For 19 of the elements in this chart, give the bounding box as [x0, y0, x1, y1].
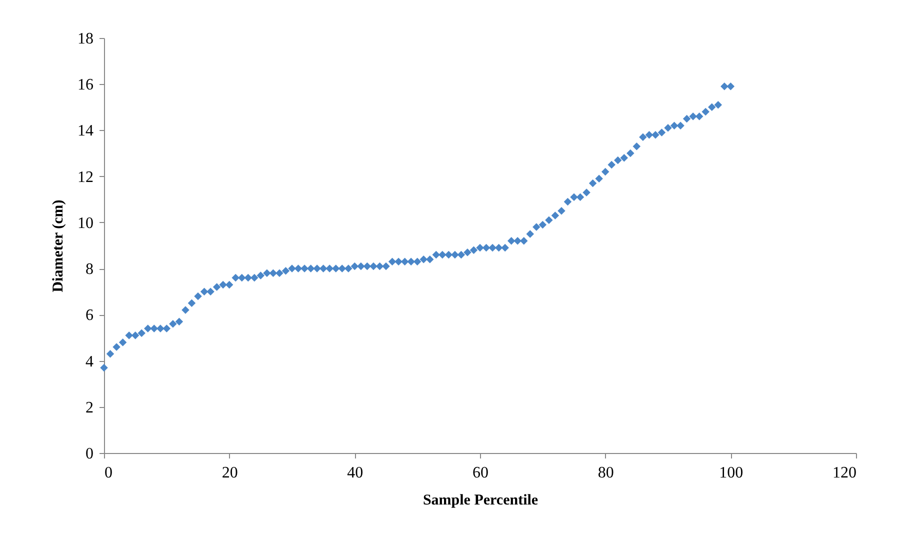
x-tick-label: 0 [104, 464, 112, 482]
y-tick-label: 18 [78, 30, 94, 48]
y-tick-label: 10 [78, 214, 94, 232]
x-axis-title: Sample Percentile [422, 492, 538, 508]
y-tick-label: 4 [86, 353, 94, 370]
x-tick-label: 40 [347, 464, 364, 482]
y-tick-label: 12 [78, 168, 94, 186]
y-tick-label: 14 [78, 122, 94, 140]
x-tick-label: 120 [832, 464, 856, 482]
y-tick-label: 6 [86, 307, 94, 324]
y-tick-label: 0 [86, 446, 94, 462]
x-tick-label: 80 [598, 464, 614, 482]
y-tick-label: 8 [86, 261, 94, 278]
y-tick-label: 16 [78, 76, 94, 94]
x-tick-label: 20 [222, 464, 238, 482]
x-tick-label: 100 [719, 464, 744, 482]
x-tick-label: 60 [472, 464, 488, 482]
y-tick-label: 2 [86, 399, 94, 416]
y-axis-title: Diameter (cm) [50, 200, 66, 292]
